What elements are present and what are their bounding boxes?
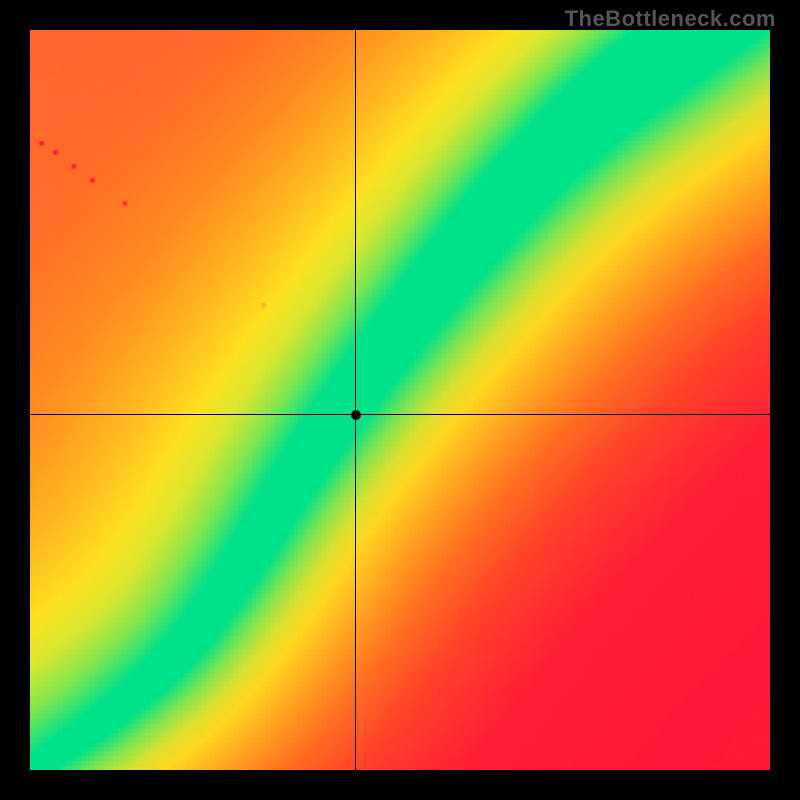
watermark-text: TheBottleneck.com	[565, 6, 776, 32]
crosshair-vertical	[355, 30, 356, 770]
heatmap-plot	[30, 30, 770, 770]
crosshair-marker	[351, 410, 361, 420]
crosshair-horizontal	[30, 414, 770, 415]
heatmap-canvas	[30, 30, 770, 770]
chart-container: TheBottleneck.com	[0, 0, 800, 800]
